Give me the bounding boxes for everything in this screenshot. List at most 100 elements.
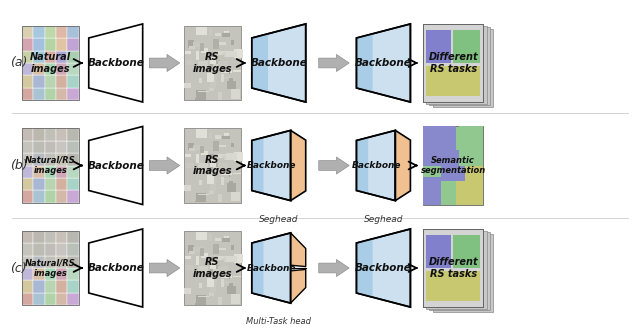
Text: RS
images: RS images: [193, 155, 232, 176]
Bar: [200, 248, 204, 256]
Text: Semantic
segmentation: Semantic segmentation: [420, 156, 486, 175]
Bar: [221, 70, 232, 72]
Bar: [209, 153, 220, 157]
Polygon shape: [319, 157, 349, 174]
Bar: [33, 280, 45, 293]
Bar: [56, 128, 67, 141]
Bar: [56, 178, 67, 190]
Polygon shape: [252, 137, 264, 194]
Polygon shape: [291, 269, 306, 303]
Bar: [218, 256, 227, 260]
Bar: [209, 50, 220, 55]
Text: Different
RS tasks: Different RS tasks: [428, 257, 478, 279]
Bar: [22, 190, 33, 203]
Bar: [233, 275, 241, 277]
Bar: [222, 136, 230, 139]
Text: Natural/RS
images: Natural/RS images: [25, 156, 76, 175]
Bar: [67, 293, 79, 306]
Bar: [205, 154, 215, 163]
Bar: [22, 231, 79, 306]
Polygon shape: [291, 130, 306, 201]
Bar: [56, 88, 67, 100]
Polygon shape: [319, 260, 349, 277]
Bar: [234, 49, 243, 58]
Bar: [221, 172, 232, 175]
Bar: [423, 24, 483, 102]
Bar: [185, 60, 194, 65]
Text: Backbone: Backbone: [355, 58, 412, 68]
Text: RS
images: RS images: [193, 257, 232, 279]
Bar: [441, 150, 465, 181]
Bar: [209, 55, 218, 59]
Polygon shape: [89, 24, 143, 102]
Bar: [207, 72, 214, 82]
Polygon shape: [356, 24, 410, 102]
Bar: [196, 296, 207, 305]
Polygon shape: [149, 260, 180, 277]
Bar: [200, 146, 204, 153]
Bar: [209, 190, 214, 194]
Bar: [211, 163, 220, 172]
Bar: [22, 88, 33, 100]
Bar: [33, 166, 45, 178]
Bar: [196, 129, 207, 138]
Bar: [22, 166, 33, 178]
Bar: [67, 231, 79, 243]
Text: Backbone: Backbone: [87, 263, 144, 273]
Text: (c): (c): [10, 261, 27, 274]
Polygon shape: [356, 137, 368, 194]
Bar: [231, 143, 234, 147]
Bar: [22, 128, 33, 141]
Polygon shape: [396, 130, 410, 201]
Bar: [218, 64, 228, 71]
Bar: [196, 154, 199, 163]
Bar: [218, 43, 225, 44]
Bar: [184, 51, 191, 54]
Polygon shape: [149, 54, 180, 71]
Bar: [193, 247, 204, 252]
Bar: [215, 248, 227, 250]
Bar: [45, 75, 56, 88]
Polygon shape: [356, 239, 372, 297]
Bar: [184, 83, 191, 88]
Bar: [221, 74, 225, 82]
Bar: [56, 75, 67, 88]
Polygon shape: [319, 54, 349, 71]
Bar: [45, 153, 56, 166]
Bar: [232, 294, 239, 304]
Bar: [210, 181, 216, 191]
Bar: [429, 232, 490, 310]
Bar: [227, 183, 236, 192]
Bar: [228, 72, 230, 74]
Bar: [33, 268, 45, 280]
Bar: [201, 48, 208, 53]
Bar: [224, 31, 228, 36]
Bar: [22, 256, 33, 268]
Bar: [56, 268, 67, 280]
Bar: [33, 178, 45, 190]
Bar: [222, 33, 230, 37]
Bar: [22, 153, 33, 166]
Bar: [228, 174, 230, 177]
Bar: [223, 178, 231, 182]
Text: (b): (b): [10, 159, 28, 172]
Bar: [67, 256, 79, 268]
Bar: [33, 88, 45, 100]
Bar: [200, 78, 202, 83]
Bar: [200, 180, 202, 185]
Bar: [211, 265, 220, 274]
Bar: [56, 190, 67, 203]
Bar: [218, 269, 228, 276]
Bar: [423, 24, 483, 102]
Bar: [56, 25, 67, 38]
Polygon shape: [89, 229, 143, 307]
Bar: [226, 51, 237, 57]
Text: Seghead: Seghead: [259, 215, 298, 224]
Bar: [22, 128, 79, 203]
Bar: [225, 32, 229, 35]
Bar: [215, 145, 227, 147]
Bar: [198, 296, 209, 297]
Bar: [196, 232, 207, 240]
Bar: [213, 244, 219, 254]
Bar: [189, 148, 195, 151]
